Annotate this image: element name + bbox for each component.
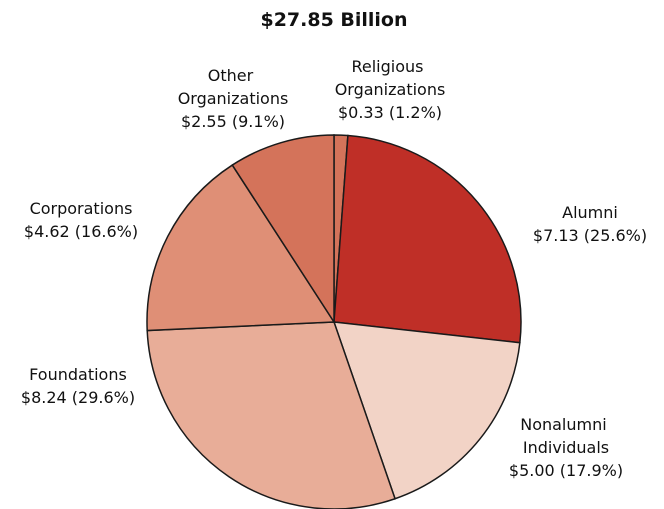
slice-label: Other Organizations — [178, 66, 289, 108]
slice-value-label: $4.62 (16.6%) — [24, 222, 138, 241]
pie-slice — [146, 321, 396, 509]
slice-value-label: $2.55 (9.1%) — [181, 112, 285, 131]
pie-slice — [146, 164, 336, 332]
slice-value-label: $7.13 (25.6%) — [533, 226, 647, 245]
slice-label: Nonalumni Individuals — [520, 415, 612, 457]
slice-value-label: $0.33 (1.2%) — [338, 103, 442, 122]
slice-value-label: $5.00 (17.9%) — [509, 461, 623, 480]
pie-slice — [231, 134, 335, 325]
slice-label: Corporations — [30, 199, 133, 218]
slice-label: Alumni — [562, 203, 618, 222]
chart-title: $27.85 Billion — [260, 9, 407, 31]
slice-label: Foundations — [29, 365, 127, 384]
pie-slice — [333, 134, 522, 344]
slice-label: Religious Organizations — [335, 57, 446, 99]
slice-value-label: $8.24 (29.6%) — [21, 388, 135, 407]
